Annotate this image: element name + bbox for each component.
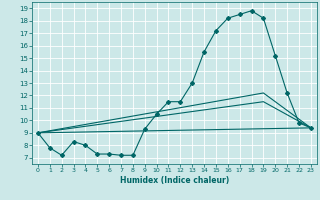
X-axis label: Humidex (Indice chaleur): Humidex (Indice chaleur) <box>120 176 229 185</box>
